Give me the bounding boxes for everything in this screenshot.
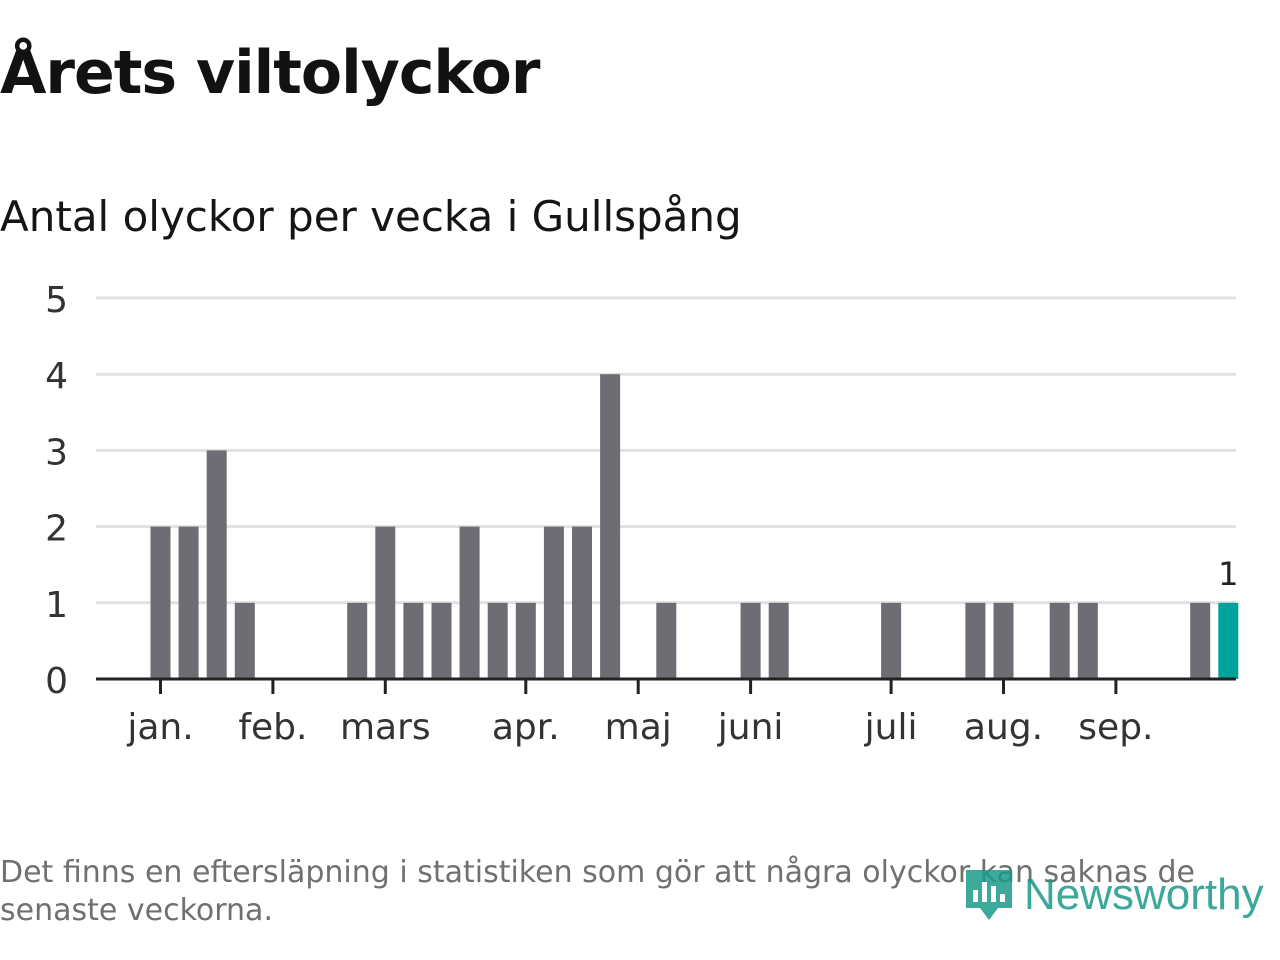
annotations: 1 [1218, 555, 1238, 593]
y-axis-labels: 0 1 2 3 4 5 [45, 280, 68, 702]
gridlines [96, 296, 1236, 605]
bar [375, 526, 396, 679]
x-tick-label: feb. [238, 707, 307, 748]
bar [965, 602, 986, 679]
bar [178, 526, 199, 679]
newsworthy-logo-text: Newsworthy [1024, 870, 1264, 919]
bar-current-week [1218, 602, 1239, 679]
x-tick-label: jan. [126, 707, 193, 748]
bar [150, 526, 171, 679]
x-axis [96, 677, 1236, 694]
x-tick-label: sep. [1078, 707, 1153, 748]
bar [656, 602, 677, 679]
bar [515, 602, 536, 679]
x-tick-label: aug. [964, 707, 1043, 748]
bar [431, 602, 452, 679]
bar [459, 526, 480, 679]
x-tick-label: juli [864, 707, 918, 748]
bar [881, 602, 902, 679]
bar [487, 602, 508, 679]
bar [403, 602, 424, 679]
y-tick-label: 5 [45, 280, 68, 321]
bar [234, 602, 255, 679]
bar [347, 602, 368, 679]
x-axis-labels: jan. feb. mars apr. maj juni juli aug. sep. [126, 707, 1153, 748]
newsworthy-logo-icon [966, 870, 1012, 920]
y-tick-label: 0 [45, 661, 68, 702]
bar [1049, 602, 1070, 679]
y-tick-label: 4 [45, 356, 68, 397]
x-tick-label: mars [340, 707, 431, 748]
bar [1190, 602, 1211, 679]
bar [206, 450, 227, 679]
bar [1077, 602, 1098, 679]
bar [543, 526, 564, 679]
bar [572, 526, 592, 679]
bars [150, 374, 1239, 679]
bar [740, 602, 761, 679]
x-tick-label: apr. [492, 707, 560, 748]
bar [600, 374, 621, 679]
y-tick-label: 3 [45, 432, 68, 473]
chart-subtitle: Antal olyckor per vecka i Gullspång [0, 192, 742, 241]
y-tick-label: 1 [45, 585, 68, 626]
current-week-value-label: 1 [1218, 555, 1238, 593]
y-tick-label: 2 [45, 509, 68, 550]
bar [768, 602, 789, 679]
chart-title: Årets viltolyckor [0, 38, 540, 108]
newsworthy-logo[interactable]: Newsworthy [962, 862, 1272, 928]
bar [993, 602, 1014, 679]
x-tick-label: maj [605, 707, 672, 748]
x-tick-label: juni [717, 707, 784, 748]
bar-chart: 0 1 2 3 4 5 jan. feb. mars apr. maj juni juli aug. se… [45, 280, 1239, 748]
